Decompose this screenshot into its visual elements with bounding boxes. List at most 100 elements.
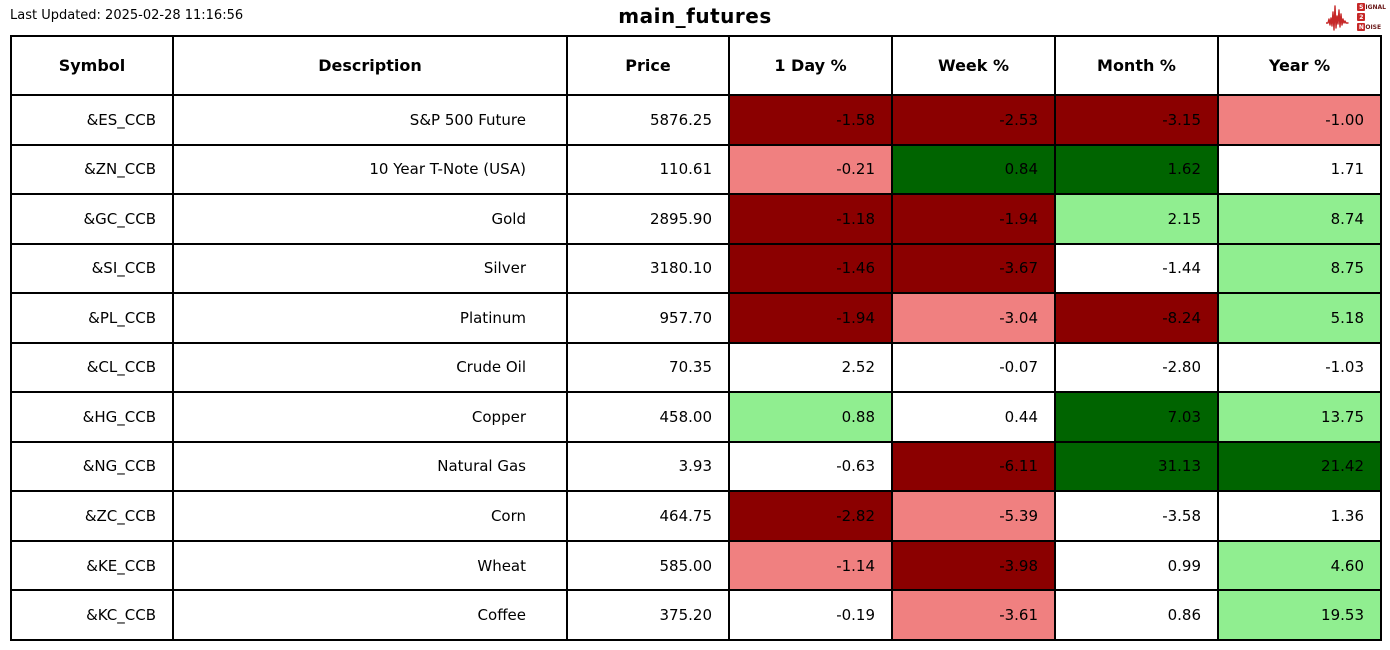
change-cell: -3.98 [891, 539, 1056, 592]
change-cell: -2.80 [1054, 341, 1219, 394]
page-title: main_futures [618, 4, 772, 28]
logo-text-ignal: IGNAL [1365, 3, 1386, 11]
change-cell: 8.74 [1217, 193, 1382, 245]
change-cell: 7.03 [1054, 391, 1219, 443]
change-cell: -3.67 [891, 242, 1056, 295]
change-cell: -6.11 [891, 440, 1056, 493]
change-cell: -1.00 [1217, 94, 1382, 146]
symbol-cell: &ZN_CCB [10, 143, 174, 196]
description-cell: Wheat [172, 539, 568, 592]
table-row: &HG_CCB Copper 458.00 0.88 0.44 7.03 13.75 [10, 391, 1382, 443]
column-header-price: Price [566, 35, 730, 96]
symbol-cell: &KC_CCB [10, 589, 174, 641]
change-cell: -3.15 [1054, 94, 1219, 146]
price-cell: 458.00 [566, 391, 730, 443]
table-row: &KC_CCB Coffee 375.20 -0.19 -3.61 0.86 19.53 [10, 589, 1382, 641]
logo-letter-s: S [1357, 3, 1366, 11]
table-row: &CL_CCB Crude Oil 70.35 2.52 -0.07 -2.80 -1.03 [10, 341, 1382, 394]
table-row: &KE_CCB Wheat 585.00 -1.14 -3.98 0.99 4.60 [10, 539, 1382, 592]
change-cell: -1.14 [728, 539, 893, 592]
change-cell: -1.03 [1217, 341, 1382, 394]
waveform-icon [1326, 5, 1350, 31]
description-cell: Corn [172, 490, 568, 542]
change-cell: -1.18 [728, 193, 893, 245]
price-cell: 375.20 [566, 589, 730, 641]
table-row: &ES_CCB S&P 500 Future 5876.25 -1.58 -2.53 -3… [10, 94, 1382, 146]
price-cell: 464.75 [566, 490, 730, 542]
description-cell: Silver [172, 242, 568, 295]
price-cell: 5876.25 [566, 94, 730, 146]
change-cell: 13.75 [1217, 391, 1382, 443]
last-updated-text: Last Updated: 2025-02-28 11:16:56 [10, 8, 244, 23]
change-cell: 8.75 [1217, 242, 1382, 295]
table-row: &SI_CCB Silver 3180.10 -1.46 -3.67 -1.44 8.75 [10, 242, 1382, 295]
change-cell: 21.42 [1217, 440, 1382, 493]
change-cell: -3.04 [891, 292, 1056, 344]
description-cell: Copper [172, 391, 568, 443]
logo-text: S IGNAL 2 N OISE [1357, 3, 1386, 32]
change-cell: 0.84 [891, 143, 1056, 196]
change-cell: -3.61 [891, 589, 1056, 641]
description-cell: S&P 500 Future [172, 94, 568, 146]
description-cell: Coffee [172, 589, 568, 641]
change-cell: 2.15 [1054, 193, 1219, 245]
price-cell: 110.61 [566, 143, 730, 196]
symbol-cell: &KE_CCB [10, 539, 174, 592]
symbol-cell: &NG_CCB [10, 440, 174, 493]
price-cell: 3180.10 [566, 242, 730, 295]
change-cell: -2.82 [728, 490, 893, 542]
table-row: &NG_CCB Natural Gas 3.93 -0.63 -6.11 31.13 21.… [10, 440, 1382, 493]
change-cell: -0.19 [728, 589, 893, 641]
symbol-cell: &GC_CCB [10, 193, 174, 245]
price-cell: 585.00 [566, 539, 730, 592]
change-cell: 0.88 [728, 391, 893, 443]
signal2noise-logo: S IGNAL 2 N OISE [1326, 2, 1386, 32]
symbol-cell: &CL_CCB [10, 341, 174, 394]
column-header-week: Week % [891, 35, 1056, 96]
futures-table: Symbol Description Price 1 Day % Week % Month… [10, 35, 1382, 641]
change-cell: 1.36 [1217, 490, 1382, 542]
symbol-cell: &PL_CCB [10, 292, 174, 344]
change-cell: 0.99 [1054, 539, 1219, 592]
table-header-row: Symbol Description Price 1 Day % Week % Month… [10, 35, 1382, 96]
description-cell: Gold [172, 193, 568, 245]
change-cell: -2.53 [891, 94, 1056, 146]
column-header-1-day: 1 Day % [728, 35, 893, 96]
change-cell: 5.18 [1217, 292, 1382, 344]
table-row: &GC_CCB Gold 2895.90 -1.18 -1.94 2.15 8.74 [10, 193, 1382, 245]
change-cell: -1.44 [1054, 242, 1219, 295]
change-cell: -1.46 [728, 242, 893, 295]
column-header-symbol: Symbol [10, 35, 174, 96]
change-cell: -1.94 [728, 292, 893, 344]
table-row: &ZN_CCB 10 Year T-Note (USA) 110.61 -0.21 0.… [10, 143, 1382, 196]
description-cell: Crude Oil [172, 341, 568, 394]
price-cell: 957.70 [566, 292, 730, 344]
change-cell: -0.07 [891, 341, 1056, 394]
change-cell: -0.63 [728, 440, 893, 493]
column-header-description: Description [172, 35, 568, 96]
table-row: &ZC_CCB Corn 464.75 -2.82 -5.39 -3.58 1.36 [10, 490, 1382, 542]
logo-text-oise: OISE [1365, 23, 1382, 31]
change-cell: -3.58 [1054, 490, 1219, 542]
price-cell: 3.93 [566, 440, 730, 493]
column-header-year: Year % [1217, 35, 1382, 96]
change-cell: 19.53 [1217, 589, 1382, 641]
description-cell: Natural Gas [172, 440, 568, 493]
symbol-cell: &SI_CCB [10, 242, 174, 295]
change-cell: 31.13 [1054, 440, 1219, 493]
column-header-month: Month % [1054, 35, 1219, 96]
change-cell: 1.71 [1217, 143, 1382, 196]
change-cell: 0.86 [1054, 589, 1219, 641]
change-cell: -5.39 [891, 490, 1056, 542]
description-cell: 10 Year T-Note (USA) [172, 143, 568, 196]
change-cell: -0.21 [728, 143, 893, 196]
table-row: &PL_CCB Platinum 957.70 -1.94 -3.04 -8.24 5.18 [10, 292, 1382, 344]
change-cell: 0.44 [891, 391, 1056, 443]
logo-letter-2: 2 [1357, 13, 1366, 21]
change-cell: 1.62 [1054, 143, 1219, 196]
change-cell: -1.58 [728, 94, 893, 146]
description-cell: Platinum [172, 292, 568, 344]
price-cell: 70.35 [566, 341, 730, 394]
change-cell: -1.94 [891, 193, 1056, 245]
